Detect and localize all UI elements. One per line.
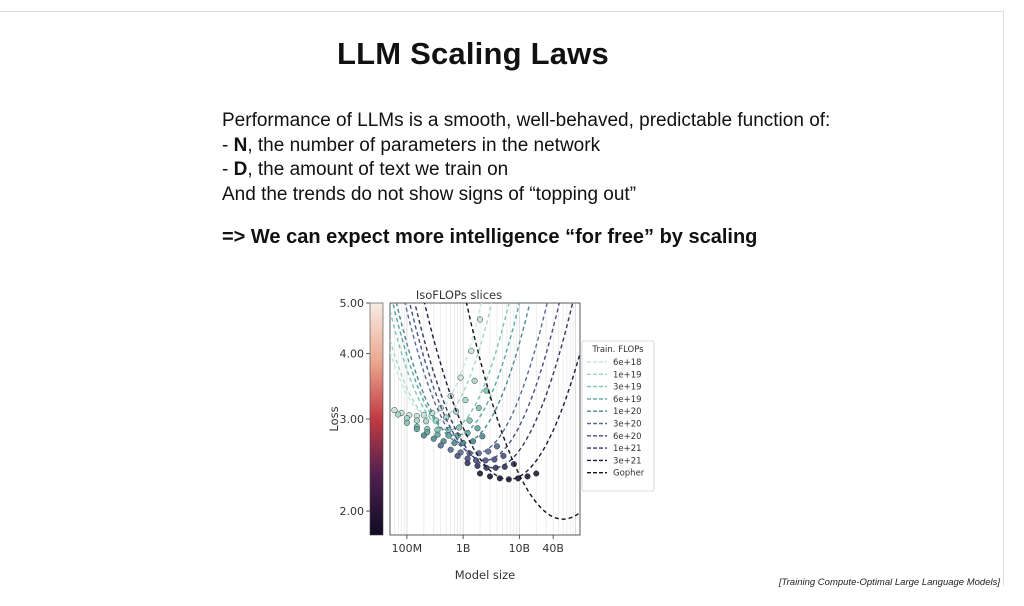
data-point-3e+20 — [485, 448, 492, 455]
isoflop-curve-1e+20 — [395, 303, 531, 444]
data-point-1e+19 — [471, 377, 478, 384]
data-point-1e+19 — [423, 418, 430, 425]
y-tick-label: 3.00 — [340, 413, 365, 426]
isoflops-chart-svg: 2.00 3.00 4.00 5.00 Loss 100M 1B 10B 40B Model si… — [327, 288, 655, 582]
data-point-3e+21 — [533, 470, 540, 477]
data-point-1e+20 — [430, 435, 437, 442]
slide-top-border — [0, 11, 1004, 12]
data-point-6e+19 — [474, 425, 481, 432]
data-point-6e+18 — [457, 374, 464, 381]
legend-label: 3e+21 — [613, 456, 642, 466]
data-point-6e+18 — [391, 407, 398, 414]
x-tick-label: 10B — [509, 542, 531, 555]
legend-label: 1e+20 — [613, 407, 642, 417]
isoflop-curve-6e+19 — [392, 303, 521, 437]
data-point-1e+21 — [464, 460, 471, 467]
data-point-1e+21 — [501, 463, 508, 470]
data-point-3e+20 — [447, 446, 454, 453]
x-axis-label: Model size — [455, 568, 515, 582]
data-point-1e+20 — [440, 438, 447, 445]
isoflop-curve-3e+19 — [390, 303, 510, 431]
plot-frame — [389, 302, 581, 536]
isoflop-curve-3e+20 — [404, 303, 548, 454]
data-point-3e+19 — [475, 404, 482, 411]
legend-label: 6e+18 — [613, 358, 642, 368]
conclusion-text: => We can expect more intelligence “for … — [222, 226, 758, 248]
data-point-6e+18 — [468, 347, 475, 354]
data-point-1e+19 — [413, 417, 420, 424]
data-point-3e+21 — [496, 475, 503, 482]
data-point-1e+19 — [395, 411, 402, 418]
data-point-3e+19 — [466, 417, 473, 424]
data-point-6e+18 — [429, 409, 436, 417]
data-point-6e+19 — [413, 426, 420, 433]
data-point-3e+21 — [505, 476, 512, 483]
bullet-d: - D, the amount of text we train on — [222, 158, 830, 183]
isoflop-curve-3e+21 — [423, 303, 580, 481]
data-point-6e+18 — [477, 316, 484, 323]
y-tick-label: 2.00 — [340, 505, 365, 518]
data-point-1e+21 — [483, 464, 490, 471]
bullet-n-symbol: N — [233, 134, 248, 156]
data-point-3e+21 — [477, 470, 484, 477]
legend-label: Gopher — [613, 469, 645, 479]
colorbar — [369, 302, 384, 536]
bullet-n: - N, the number of parameters in the net… — [222, 134, 830, 159]
legend-box — [581, 340, 655, 492]
slide-right-border — [1003, 11, 1004, 586]
data-point-6e+20 — [454, 452, 461, 459]
chart-title: IsoFLOPs slices — [416, 288, 502, 302]
data-point-1e+21 — [492, 464, 499, 471]
x-tick-label: 1B — [456, 542, 471, 555]
legend-label: 1e+21 — [613, 444, 642, 454]
data-point-3e+21 — [486, 473, 493, 480]
intro-text: Performance of LLMs is a smooth, well-be… — [222, 110, 831, 131]
legend-label: 3e+20 — [613, 420, 642, 430]
bullet-prefix: - — [222, 134, 234, 156]
bullet-d-symbol: D — [233, 159, 248, 180]
data-point-3e+20 — [493, 443, 501, 450]
trend-text: And the trends do not show signs of “top… — [222, 183, 637, 205]
legend-label: 6e+20 — [613, 432, 642, 442]
legend-title: Train. FLOPs — [591, 345, 644, 355]
data-point-6e+20 — [500, 452, 507, 459]
slide-title: LLM Scaling Laws — [337, 36, 609, 71]
slide-body: Performance of LLMs is a smooth, well-be… — [222, 109, 830, 207]
y-axis-label: Loss — [327, 406, 341, 431]
isoflop-curve-1e+19 — [390, 303, 493, 422]
legend-label: 1e+19 — [613, 370, 642, 380]
y-tick-label: 5.00 — [340, 297, 365, 310]
y-tick-label: 4.00 — [340, 348, 365, 361]
data-point-1e+19 — [462, 397, 469, 404]
data-point-3e+19 — [456, 424, 463, 431]
bullet-prefix: - — [222, 159, 234, 180]
isoflop-curve-Gopher — [465, 303, 580, 520]
isoflops-chart: 2.00 3.00 4.00 5.00 Loss 100M 1B 10B 40B Model si… — [320, 283, 660, 583]
isoflop-curve-1e+21 — [414, 303, 574, 469]
legend-label: 6e+19 — [613, 395, 642, 405]
isoflop-curve-6e+20 — [409, 303, 560, 462]
legend-label: 3e+19 — [613, 383, 642, 393]
data-point-3e+20 — [437, 442, 444, 449]
data-point-3e+21 — [524, 473, 531, 480]
data-point-6e+20 — [482, 457, 489, 464]
x-tick-label: 100M — [392, 542, 423, 555]
data-point-1e+21 — [474, 462, 481, 469]
data-point-6e+19 — [434, 431, 441, 438]
data-point-6e+19 — [464, 430, 471, 437]
x-tick-label: 40B — [542, 542, 564, 555]
data-point-1e+20 — [479, 433, 486, 440]
bullet-n-text: , the number of parameters in the networ… — [247, 134, 601, 156]
citation: [Training Compute-Optimal Large Language… — [778, 577, 1000, 588]
data-point-3e+19 — [403, 419, 410, 426]
bullet-d-text: , the amount of text we train on — [247, 159, 509, 180]
data-point-6e+20 — [491, 456, 498, 463]
data-point-1e+20 — [420, 432, 427, 439]
